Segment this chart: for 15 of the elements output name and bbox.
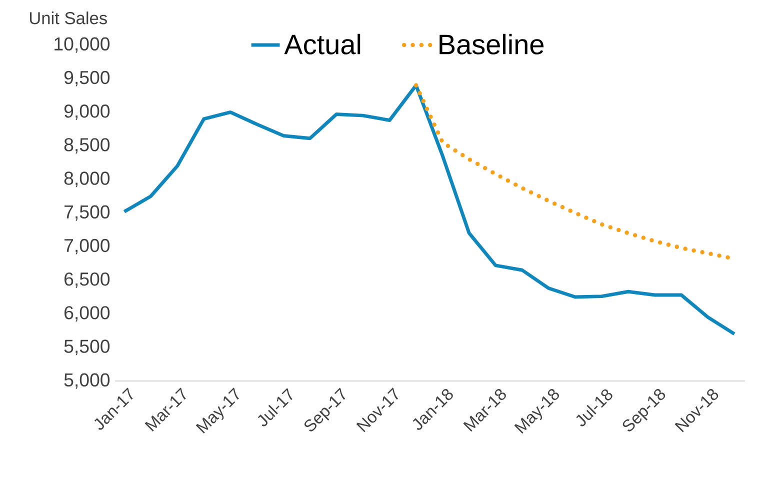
- legend-label: Actual: [284, 34, 360, 54]
- y-tick-label: 8,000: [64, 172, 110, 188]
- y-tick-label: 7,000: [64, 238, 110, 254]
- line-series: [122, 84, 736, 336]
- y-tick-label: 8,500: [64, 138, 110, 154]
- y-tick-label: 5,500: [64, 340, 110, 356]
- y-tick-label: 10,000: [54, 37, 110, 53]
- y-tick-label: 6,500: [64, 272, 110, 288]
- y-tick-label: 7,500: [64, 205, 110, 221]
- y-tick-label: 5,000: [64, 373, 110, 389]
- y-tick-label: 9,000: [64, 104, 110, 120]
- y-tick-label: 6,000: [64, 306, 110, 322]
- legend-label: Baseline: [440, 34, 544, 54]
- y-tick-label: 9,500: [64, 70, 110, 86]
- y-axis-title: Unit Sales: [30, 12, 107, 24]
